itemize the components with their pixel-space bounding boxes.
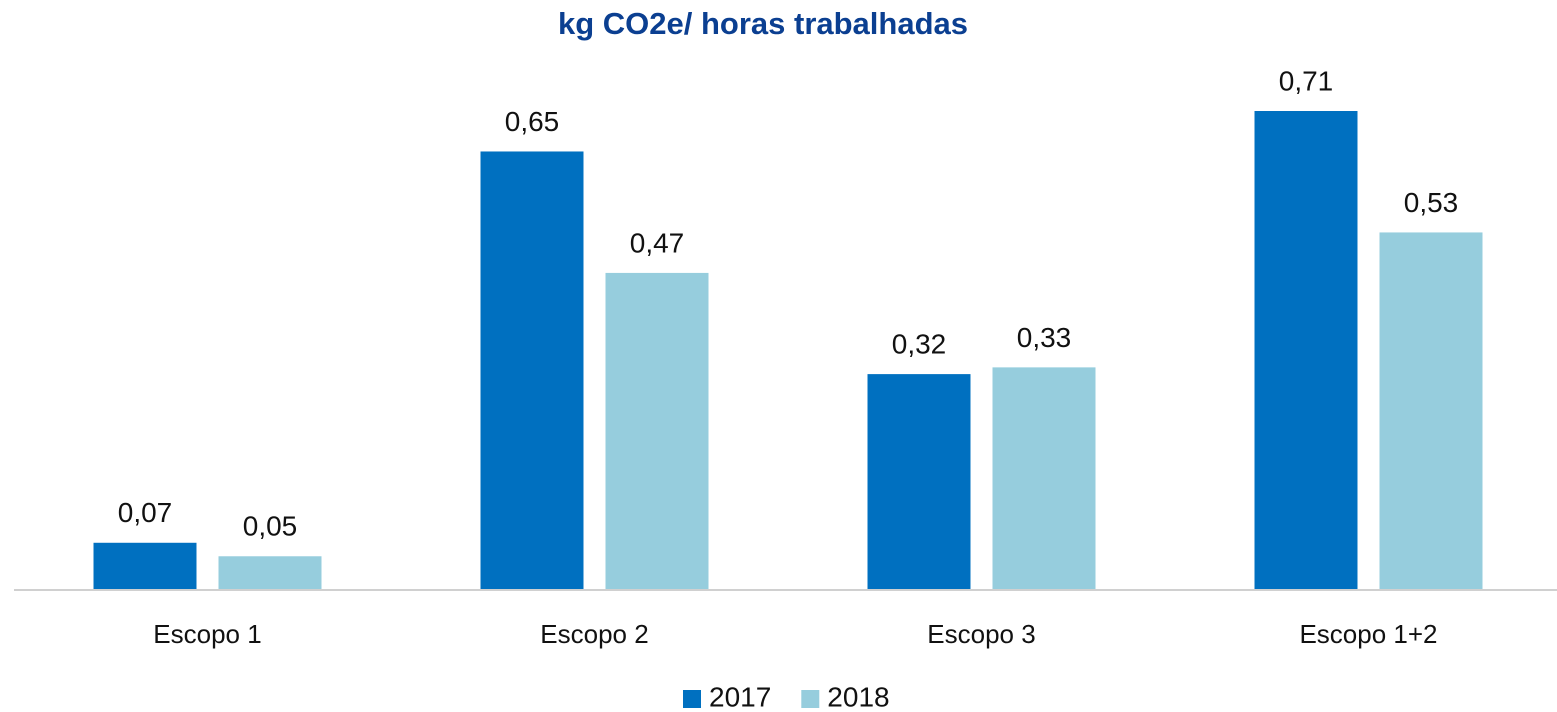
data-label: 0,32	[892, 329, 947, 360]
data-label: 0,33	[1017, 322, 1072, 353]
data-label: 0,05	[243, 511, 298, 542]
chart-title: kg CO2e/ horas trabalhadas	[558, 6, 968, 41]
bar	[218, 556, 322, 590]
x-tick-label: Escopo 2	[540, 619, 648, 649]
bar	[867, 374, 971, 590]
bar	[992, 367, 1096, 590]
legend-label: 2018	[827, 681, 889, 712]
bar	[605, 272, 709, 590]
legend-swatch	[801, 690, 820, 708]
bar	[93, 542, 197, 590]
bar	[1379, 232, 1483, 590]
legend-swatch	[683, 690, 701, 708]
x-tick-label: Escopo 1+2	[1299, 619, 1437, 649]
data-label: 0,47	[630, 227, 685, 258]
data-label: 0,65	[505, 106, 560, 137]
data-label: 0,71	[1279, 65, 1334, 96]
x-tick-label: Escopo 1	[153, 619, 261, 649]
data-label: 0,53	[1404, 187, 1459, 218]
bar	[480, 151, 584, 590]
x-tick-label: Escopo 3	[927, 619, 1035, 649]
legend-label: 2017	[709, 681, 771, 712]
bar	[1254, 111, 1358, 590]
data-label: 0,07	[118, 497, 173, 528]
